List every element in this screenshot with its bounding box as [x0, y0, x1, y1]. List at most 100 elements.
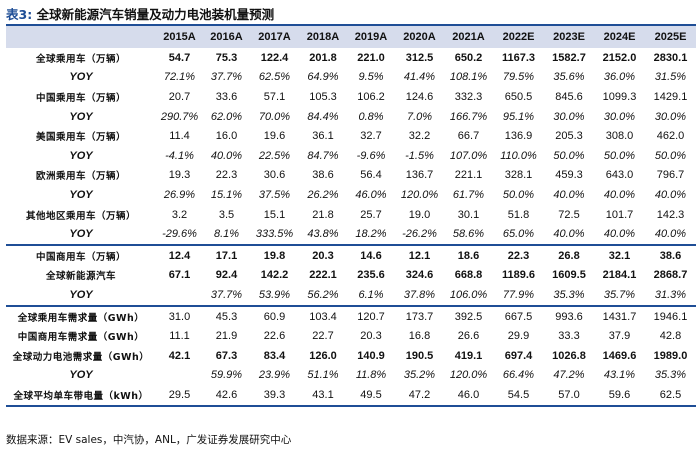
- table-row: 全球动力电池需求量（GWh） 42.1 67.3 83.4 126.0 140.9 190.…: [6, 346, 696, 366]
- table-cell: 106.2: [357, 90, 385, 103]
- title-divider: [6, 24, 696, 26]
- table-cell: -26.2%: [402, 228, 437, 241]
- table-cell: 166.7%: [449, 110, 488, 123]
- table-cell: 9.5%: [358, 71, 384, 84]
- table-cell: 21.8: [312, 208, 334, 221]
- table-cell: 106.0%: [449, 288, 488, 301]
- column-header: 2024E: [594, 26, 645, 48]
- table-cell: 19.3: [168, 169, 191, 182]
- table-cell: 222.1: [309, 269, 337, 282]
- table-cell: 8.1%: [213, 228, 240, 241]
- row-label: 全球乘用车需求量（GWh）: [6, 304, 156, 327]
- table-cell: 392.5: [444, 304, 493, 327]
- table-cell: 15.1: [263, 208, 286, 221]
- table-cell: 120.0%: [400, 188, 439, 201]
- table-cell: 419.1: [454, 349, 483, 362]
- column-header: 2017A: [250, 26, 299, 48]
- table-title: 表3: 全球新能源汽车销量及动力电池装机量预测: [6, 4, 274, 24]
- yoy-row: YOY -29.6% 8.1% 333.5% 43.8% 18.2% -26.2% 58.6%…: [6, 224, 696, 245]
- table-cell: 108.1%: [449, 71, 488, 84]
- table-cell: 51.8: [507, 208, 530, 221]
- row-label: 全球新能源汽车: [45, 271, 116, 283]
- table-cell: 72.1%: [163, 71, 196, 84]
- table-cell: 51.1%: [307, 369, 339, 382]
- table-cell: 11.1: [169, 330, 190, 343]
- table-cell: 993.6: [544, 304, 594, 327]
- table-cell: 120.0%: [449, 369, 488, 382]
- yoy-row: YOY 26.9% 15.1% 37.5% 26.2% 46.0% 120.0% 61.7% 5…: [6, 185, 696, 205]
- table-cell: 136.7: [405, 169, 434, 182]
- table-cell: 60.9: [250, 304, 299, 327]
- table-cell: 59.9%: [210, 369, 243, 382]
- table-cell: 290.7%: [160, 110, 199, 123]
- column-header: 2018A: [299, 26, 347, 48]
- table-cell: 37.9: [608, 330, 631, 343]
- table-cell: 11.4: [169, 130, 190, 143]
- table-cell: 43.1: [299, 385, 347, 407]
- table-cell: 22.7: [312, 330, 334, 343]
- table-cell: 2868.7: [653, 269, 688, 282]
- table-cell: 1946.1: [645, 304, 696, 327]
- table-cell: 50.0%: [603, 149, 636, 162]
- table-cell: 140.9: [357, 349, 385, 362]
- row-label: 全球乘用车（万辆）: [35, 53, 126, 65]
- table-cell: 47.2%: [553, 369, 585, 382]
- table-cell: 40.0%: [210, 149, 243, 162]
- table-cell: 667.5: [493, 304, 544, 327]
- row-label: YOY: [69, 188, 93, 201]
- table-title-text: 全球新能源汽车销量及动力电池装机量预测: [36, 7, 275, 22]
- table-cell: 54.7: [168, 51, 191, 64]
- table-cell: 36.1: [312, 130, 334, 143]
- table-cell: 107.0%: [449, 149, 488, 162]
- table-cell: 46.0%: [355, 188, 387, 201]
- table-cell: [156, 366, 203, 386]
- table-cell: 1099.3: [602, 90, 637, 103]
- table-cell: 2152.0: [602, 51, 637, 64]
- table-cell: 41.4%: [403, 71, 436, 84]
- table-row: 中国商用车需求量（GWh） 11.1 21.9 22.6 22.7 20.3 16.8 26.…: [6, 326, 696, 346]
- table-cell: 3.2: [171, 208, 188, 221]
- forecast-table: 2015A 2016A 2017A 2018A 2019A 2020A 2021…: [6, 26, 696, 407]
- table-cell: 332.3: [454, 90, 483, 103]
- table-cell: 38.6: [312, 169, 334, 182]
- table-cell: 30.1: [457, 208, 480, 221]
- table-cell: 333.5%: [255, 228, 294, 241]
- table-cell: 20.7: [168, 90, 191, 103]
- table-cell: 37.5%: [258, 188, 291, 201]
- table-cell: 16.0: [215, 130, 238, 143]
- table-cell: 122.4: [260, 51, 289, 64]
- table-cell: -1.5%: [405, 149, 434, 162]
- yoy-row: YOY 290.7% 62.0% 70.0% 84.4% 0.8% 7.0% 166.7% 95…: [6, 107, 696, 127]
- row-label: 欧洲乘用车（万辆）: [35, 171, 126, 183]
- table-number: 表3:: [6, 7, 33, 22]
- yoy-row: YOY -4.1% 40.0% 22.5% 84.7% -9.6% -1.5% 107.0% 1…: [6, 146, 696, 166]
- table-cell: 42.1: [168, 349, 191, 362]
- row-label: 美国乘用车（万辆）: [35, 132, 126, 144]
- table-cell: 1609.5: [552, 269, 586, 282]
- table-cell: 57.1: [263, 90, 286, 103]
- table-cell: 46.0: [444, 385, 493, 407]
- table-cell: 845.6: [555, 90, 583, 103]
- table-cell: 30.0%: [603, 110, 636, 123]
- table-cell: 26.2%: [307, 188, 339, 201]
- table-cell: 95.1%: [502, 110, 535, 123]
- table-cell: 16.8: [408, 330, 431, 343]
- table-cell: 324.6: [405, 269, 434, 282]
- table-cell: 22.3: [493, 243, 544, 266]
- table-cell: 142.3: [656, 208, 685, 221]
- table-cell: 30.6: [263, 169, 286, 182]
- table-cell: 62.5%: [258, 71, 291, 84]
- table-cell: 42.8: [659, 330, 682, 343]
- table-cell: 136.9: [504, 130, 533, 143]
- table-cell: 11.8%: [355, 369, 387, 382]
- table-cell: 1026.8: [552, 349, 586, 362]
- table-cell: 201.8: [309, 51, 337, 64]
- table-cell: 40.0%: [553, 228, 585, 241]
- table-cell: 40.0%: [553, 188, 585, 201]
- table-row: 全球平均单车带电量（kWh） 29.5 42.6 39.3 43.1 49.5 47.2 46…: [6, 385, 696, 407]
- table-cell: 43.8%: [307, 228, 339, 241]
- table-cell: 205.3: [555, 130, 583, 143]
- table-cell: 38.6: [645, 243, 696, 266]
- table-cell: 20.3: [360, 330, 382, 343]
- table-cell: 77.9%: [502, 288, 535, 301]
